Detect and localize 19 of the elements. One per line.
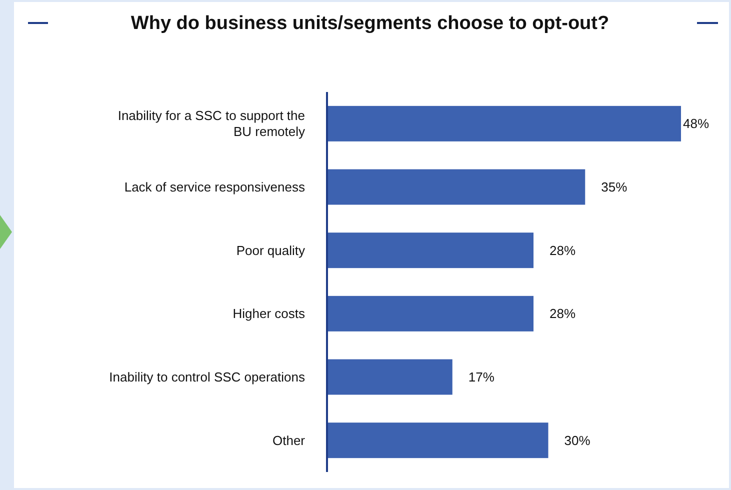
bar <box>327 169 586 205</box>
bar <box>327 232 534 268</box>
bar <box>327 296 534 332</box>
chart-title: Why do business units/segments choose to opt-out? <box>130 13 610 34</box>
data-label: 35% <box>601 180 628 195</box>
bar <box>327 359 452 395</box>
y-tick-label: Inability to control SSC operations <box>109 370 306 385</box>
y-tick-label: Poor quality <box>236 242 306 258</box>
data-label: 30% <box>564 432 591 448</box>
y-tick-label: Lack of service responsiveness <box>124 180 306 195</box>
bar <box>327 106 681 142</box>
y-tick-label: Higher costs <box>232 306 306 322</box>
y-tick-label: Inability for a SSC to support the BU remotely <box>118 108 306 140</box>
data-label: 48% <box>683 116 710 132</box>
data-label: 28% <box>550 306 576 322</box>
bar <box>327 422 548 458</box>
data-label: 28% <box>550 242 576 258</box>
data-label: 17% <box>468 370 495 385</box>
y-tick-label: Other <box>272 432 306 448</box>
